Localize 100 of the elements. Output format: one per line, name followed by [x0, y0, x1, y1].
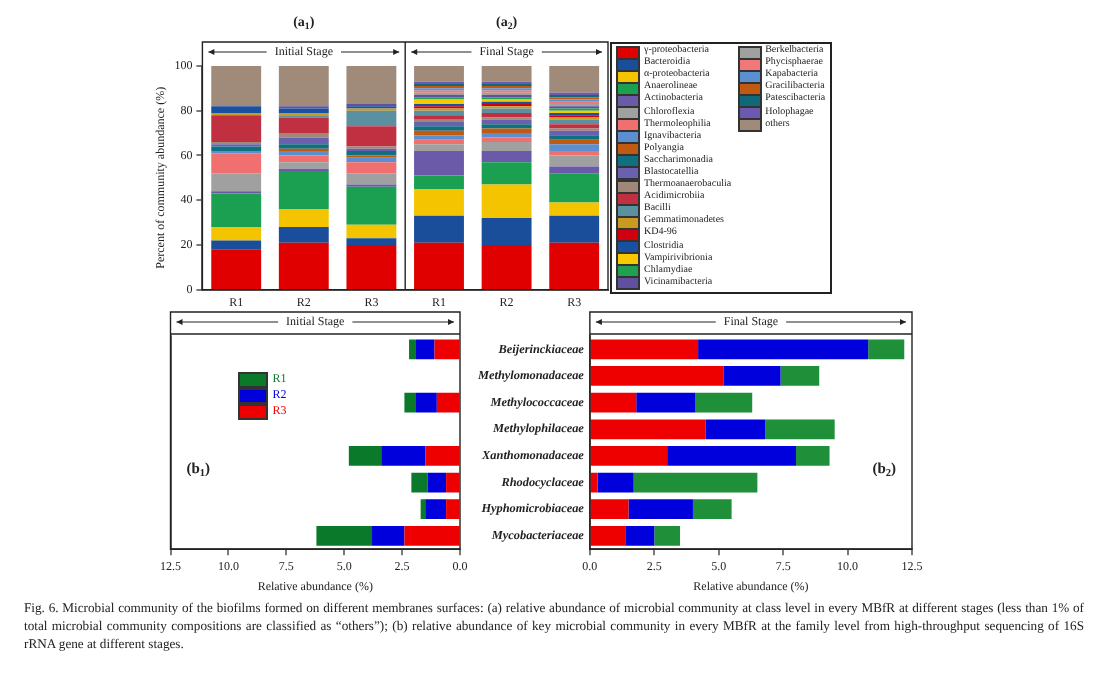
bar	[211, 226, 262, 241]
bar	[414, 150, 464, 176]
bar	[481, 119, 532, 125]
bar	[346, 186, 397, 225]
bar	[278, 242, 329, 289]
bar	[414, 215, 464, 243]
bar	[633, 472, 758, 493]
bar	[404, 526, 460, 546]
bar	[695, 392, 753, 413]
bar	[381, 446, 426, 466]
bar	[278, 66, 329, 107]
bar	[436, 392, 460, 413]
bar	[654, 526, 681, 546]
bar	[346, 150, 397, 156]
bar	[590, 472, 598, 493]
bar	[590, 499, 629, 520]
bar	[549, 166, 600, 174]
bar	[414, 188, 464, 216]
bar	[211, 173, 262, 192]
bar	[211, 240, 262, 250]
bar	[549, 173, 600, 203]
bar	[698, 339, 869, 360]
bar	[278, 171, 329, 210]
bar	[278, 209, 329, 227]
bar	[346, 224, 397, 239]
bar	[481, 128, 532, 134]
bar	[628, 499, 693, 520]
bar	[636, 392, 696, 413]
bar	[549, 144, 600, 151]
bar	[549, 139, 600, 145]
bar	[625, 526, 655, 546]
bar	[597, 472, 634, 493]
bar	[868, 339, 905, 360]
bar	[346, 157, 397, 163]
bar	[346, 126, 397, 147]
bar	[481, 162, 532, 185]
bar	[404, 392, 416, 413]
bar	[590, 392, 637, 413]
bar	[278, 137, 329, 145]
bar	[371, 526, 405, 546]
bar	[549, 202, 600, 216]
bar	[414, 242, 464, 289]
bar	[211, 193, 262, 227]
bar	[590, 366, 724, 386]
bar	[348, 446, 382, 466]
bar	[409, 339, 416, 360]
bar	[590, 526, 626, 546]
bar	[211, 115, 262, 143]
bar	[481, 137, 532, 143]
bar	[346, 238, 397, 245]
bar	[780, 366, 820, 386]
bar	[414, 130, 464, 136]
bar	[549, 215, 600, 243]
bar	[427, 472, 447, 493]
bar	[278, 117, 329, 134]
bar	[434, 339, 460, 360]
bar	[425, 446, 460, 466]
bar	[549, 66, 600, 93]
bar	[796, 446, 830, 466]
bar	[414, 139, 464, 145]
bar	[411, 472, 428, 493]
bar	[549, 119, 600, 125]
bar	[414, 121, 464, 127]
bar	[346, 162, 397, 174]
bar	[211, 106, 262, 113]
bar	[446, 472, 460, 493]
bar	[278, 162, 329, 169]
bar	[446, 499, 460, 520]
bar	[549, 242, 600, 289]
bar	[549, 130, 600, 136]
bar	[549, 155, 600, 167]
bar	[481, 150, 532, 163]
bar	[481, 66, 532, 82]
bar	[416, 339, 435, 360]
bar	[416, 392, 437, 413]
bar	[346, 173, 397, 185]
bar	[590, 446, 668, 466]
bar	[590, 339, 699, 360]
bar	[414, 66, 464, 82]
bar	[590, 419, 706, 440]
bar	[278, 226, 329, 243]
bar	[278, 155, 329, 163]
bar	[481, 112, 532, 118]
bar	[414, 144, 464, 151]
bar	[481, 218, 532, 245]
bar	[414, 175, 464, 189]
bar	[211, 249, 262, 289]
bar	[414, 110, 464, 116]
bar	[211, 66, 262, 107]
bar	[346, 66, 397, 105]
bar	[211, 153, 262, 174]
bar	[705, 419, 766, 440]
bar	[316, 526, 372, 546]
bar	[723, 366, 781, 386]
bar	[481, 244, 532, 289]
bar	[414, 99, 464, 105]
bar	[425, 499, 447, 520]
bar	[667, 446, 797, 466]
bar	[346, 244, 397, 289]
bar	[692, 499, 732, 520]
